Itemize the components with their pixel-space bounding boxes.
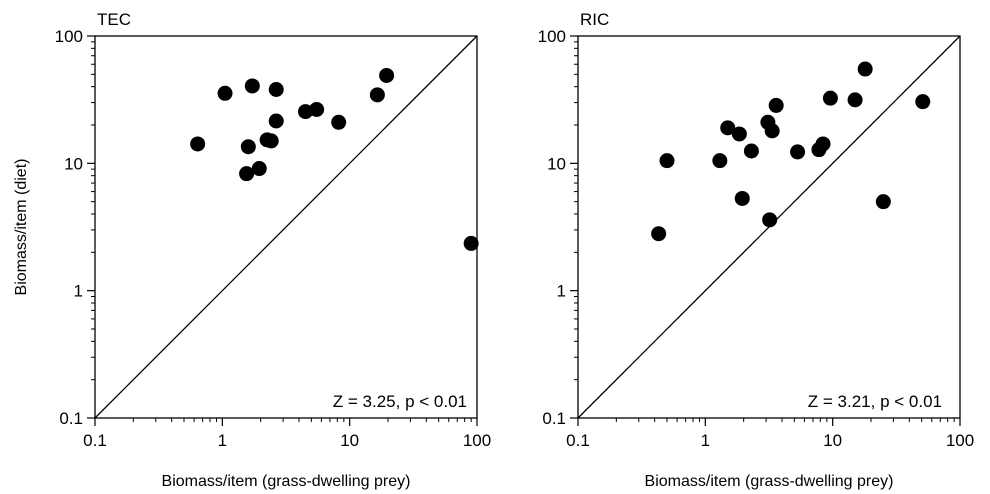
x-tick-label: 10 — [823, 431, 842, 450]
data-point — [369, 87, 385, 103]
data-point — [244, 78, 260, 94]
data-points — [651, 61, 931, 242]
data-point — [875, 194, 891, 210]
data-point — [463, 235, 479, 251]
data-point — [734, 190, 750, 206]
panel-label: RIC — [580, 10, 609, 29]
data-point — [743, 143, 759, 159]
data-point — [659, 153, 675, 169]
scatter-panel-ric: RIC 0.1 1 10 100 0.1 1 10 100 Z = 3.21, p < 0.0… — [538, 10, 975, 490]
data-point — [790, 144, 806, 160]
data-point — [379, 67, 395, 83]
data-point — [651, 226, 667, 242]
y-tick-label: 0.1 — [542, 409, 566, 428]
x-tick-label: 0.1 — [566, 431, 590, 450]
y-tick-label: 1 — [557, 282, 566, 301]
data-point — [720, 120, 736, 136]
data-point — [762, 212, 778, 228]
y-tick-label: 10 — [64, 154, 83, 173]
y-tick-label: 100 — [538, 27, 566, 46]
x-tick-label: 10 — [340, 431, 359, 450]
data-point — [857, 61, 873, 77]
data-point — [190, 136, 206, 152]
statistic-annotation: Z = 3.21, p < 0.01 — [808, 392, 942, 411]
scatter-panel-tec: TEC 0.1 1 10 100 0.1 1 10 100 Z = 3.25, p < 0.0… — [13, 10, 491, 490]
data-point — [268, 113, 284, 129]
x-tick-label: 100 — [946, 431, 974, 450]
x-tick-label: 0.1 — [83, 431, 107, 450]
data-point — [915, 94, 931, 110]
y-tick-label: 10 — [547, 154, 566, 173]
y-tick-label: 1 — [74, 282, 83, 301]
x-axis-title: Biomass/item (grass-dwelling prey) — [645, 473, 894, 490]
data-point — [331, 114, 347, 130]
y-axis-title: Biomass/item (diet) — [13, 159, 30, 296]
one-to-one-line — [94, 35, 478, 419]
data-point — [847, 92, 863, 108]
data-point — [268, 82, 284, 98]
data-point — [217, 85, 233, 101]
data-point — [815, 136, 831, 152]
x-axis-title: Biomass/item (grass-dwelling prey) — [162, 473, 411, 490]
plot-frame — [577, 35, 961, 419]
data-point — [822, 90, 838, 106]
data-point — [712, 153, 728, 169]
axis-ticks: 0.1 1 10 100 0.1 1 10 100 — [538, 27, 975, 450]
y-tick-label: 100 — [55, 27, 83, 46]
data-point — [251, 161, 267, 177]
axis-ticks: 0.1 1 10 100 0.1 1 10 100 — [55, 27, 492, 450]
plot-frame — [94, 35, 478, 419]
data-point — [309, 101, 325, 117]
data-point — [239, 166, 255, 182]
x-tick-label: 1 — [218, 431, 227, 450]
y-tick-label: 0.1 — [59, 409, 83, 428]
data-point — [731, 126, 747, 142]
panel-label: TEC — [97, 10, 131, 29]
data-point — [768, 97, 784, 113]
statistic-annotation: Z = 3.25, p < 0.01 — [333, 392, 467, 411]
data-point — [298, 104, 314, 120]
x-tick-label: 1 — [701, 431, 710, 450]
data-point — [764, 123, 780, 139]
data-point — [263, 133, 279, 149]
data-points — [190, 67, 479, 251]
data-point — [240, 139, 256, 155]
x-tick-label: 100 — [463, 431, 491, 450]
